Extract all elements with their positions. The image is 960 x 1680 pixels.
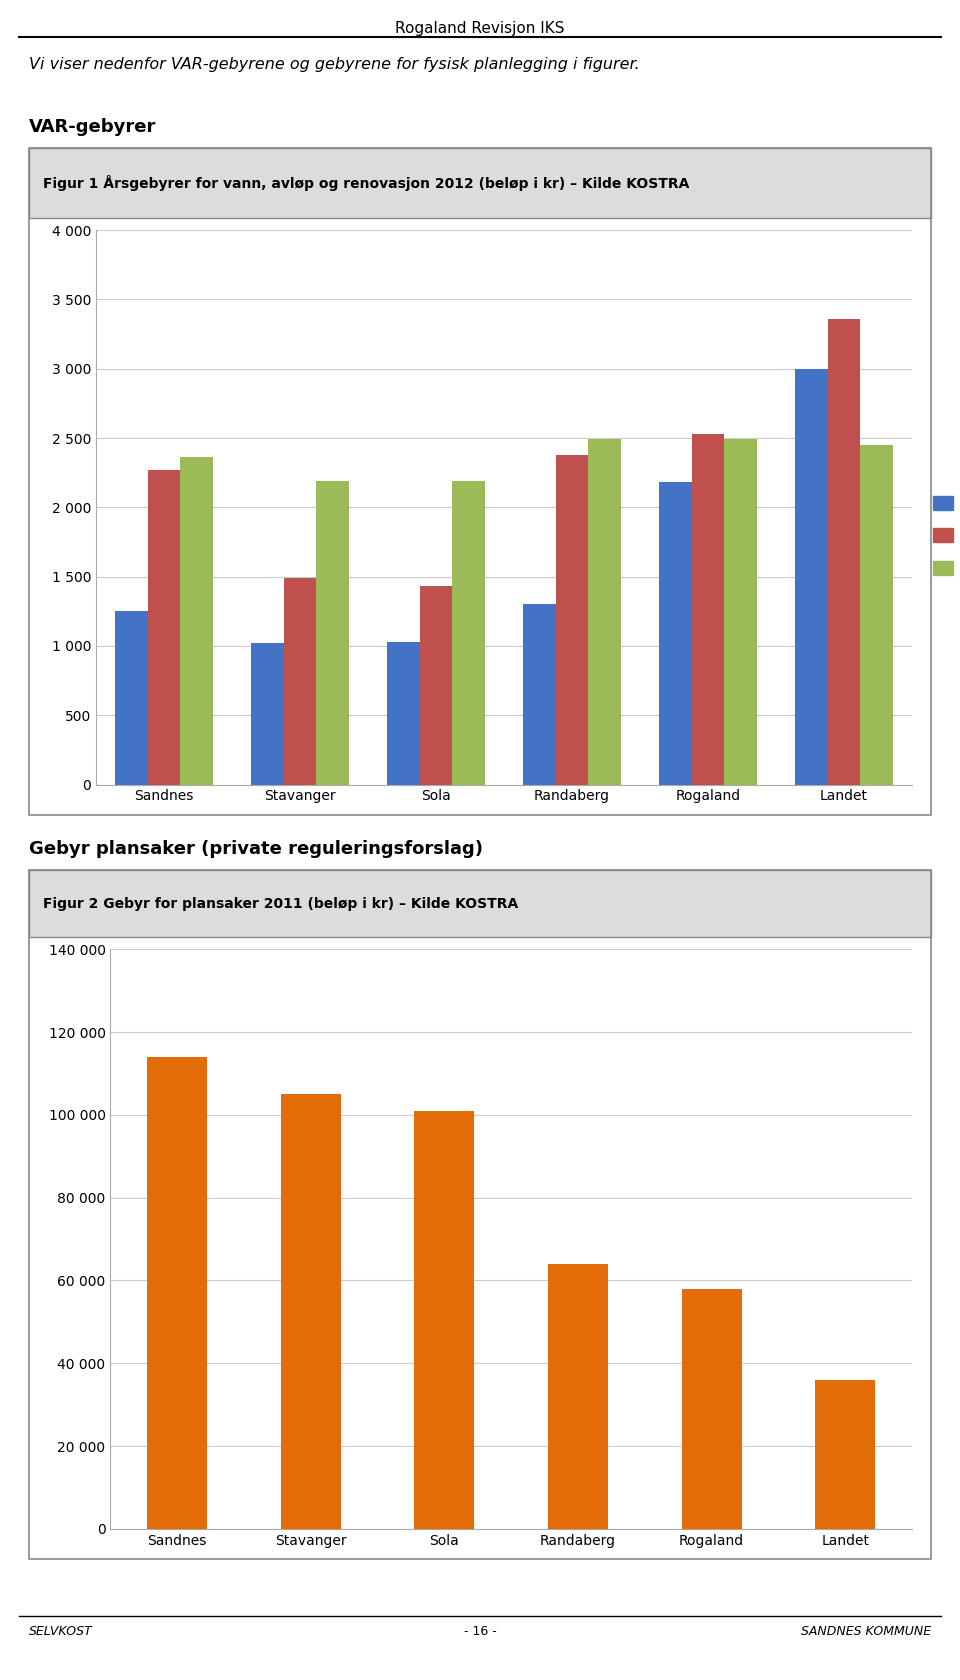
Bar xyxy=(147,1057,207,1529)
Bar xyxy=(548,1263,608,1529)
Bar xyxy=(691,433,724,785)
Bar xyxy=(415,1110,474,1529)
Bar xyxy=(682,1289,742,1529)
Text: SANDNES KOMMUNE: SANDNES KOMMUNE xyxy=(801,1625,931,1638)
Bar xyxy=(148,470,180,785)
Bar xyxy=(387,642,420,785)
Bar xyxy=(815,1379,876,1529)
Bar xyxy=(452,480,485,785)
Bar xyxy=(795,368,828,785)
Bar xyxy=(556,455,588,785)
Bar xyxy=(317,480,349,785)
Bar xyxy=(659,482,691,785)
Text: Rogaland Revisjon IKS: Rogaland Revisjon IKS xyxy=(396,20,564,35)
Text: SELVKOST: SELVKOST xyxy=(29,1625,92,1638)
Text: Figur 1 Årsgebyrer for vann, avløp og renovasjon 2012 (beløp i kr) – Kilde KOSTR: Figur 1 Årsgebyrer for vann, avløp og re… xyxy=(43,175,689,192)
Bar xyxy=(180,457,213,785)
Bar xyxy=(588,440,621,785)
Bar xyxy=(828,319,860,785)
Text: Gebyr plansaker (private reguleringsforslag): Gebyr plansaker (private reguleringsfors… xyxy=(29,840,483,858)
Bar xyxy=(115,612,148,785)
Bar xyxy=(724,440,756,785)
Text: Vi viser nedenfor VAR-gebyrene og gebyrene for fysisk planlegging i figurer.: Vi viser nedenfor VAR-gebyrene og gebyre… xyxy=(29,57,639,72)
Bar xyxy=(523,605,556,785)
Bar xyxy=(251,643,283,785)
Bar xyxy=(283,578,316,785)
Bar xyxy=(860,445,893,785)
Text: - 16 -: - 16 - xyxy=(464,1625,496,1638)
Bar xyxy=(280,1094,341,1529)
Text: Figur 2 Gebyr for plansaker 2011 (beløp i kr) – Kilde KOSTRA: Figur 2 Gebyr for plansaker 2011 (beløp … xyxy=(43,897,518,911)
Text: VAR-gebyrer: VAR-gebyrer xyxy=(29,118,156,136)
Bar xyxy=(420,586,452,785)
Legend: Årsgebyr vann, Årsgebyr avløp, Årsgebyr renovasjon: Årsgebyr vann, Årsgebyr avløp, Årsgebyr … xyxy=(927,489,960,581)
